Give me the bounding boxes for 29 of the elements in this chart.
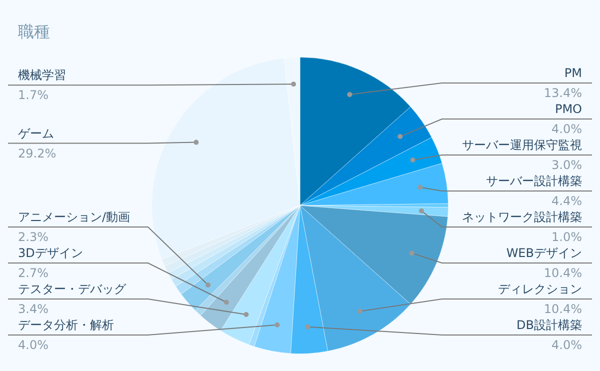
slice-label: ディレクション	[498, 282, 582, 296]
data-label: 10.4%	[544, 266, 582, 280]
slice-label: アニメーション/動画	[18, 210, 130, 224]
slice-label: 3Dデザイン	[18, 246, 83, 260]
slice-label: ネットワーク設計構築	[462, 210, 582, 224]
slice-label: サーバー設計構築	[486, 174, 582, 188]
data-label: 2.3%	[18, 230, 48, 244]
chart-title: 職種	[18, 22, 50, 42]
data-label: 4.0%	[552, 122, 582, 136]
data-label: 2.7%	[18, 266, 48, 280]
data-label: 29.2%	[18, 146, 56, 160]
data-label: 1.7%	[18, 88, 48, 102]
slice-label: DB設計構築	[516, 318, 582, 332]
data-label: 3.4%	[18, 302, 48, 316]
slice-label: ゲーム	[18, 126, 54, 140]
data-label: 13.4%	[544, 86, 582, 100]
slice-label: WEBデザイン	[506, 246, 582, 260]
data-label: 4.0%	[18, 338, 48, 352]
data-label: 4.0%	[552, 338, 582, 352]
data-label: 10.4%	[544, 302, 582, 316]
data-label: 4.4%	[552, 194, 582, 208]
slice-label: PM	[564, 66, 582, 80]
data-label: 1.0%	[552, 230, 582, 244]
slice-label: 機械学習	[18, 68, 66, 82]
slice-label: データ分析・解析	[18, 318, 114, 332]
data-label: 3.0%	[552, 158, 582, 172]
slice-label: サーバー運用保守監視	[462, 138, 582, 152]
slice-label: テスター・デバッグ	[18, 282, 127, 296]
slice-label: PMO	[554, 102, 582, 116]
